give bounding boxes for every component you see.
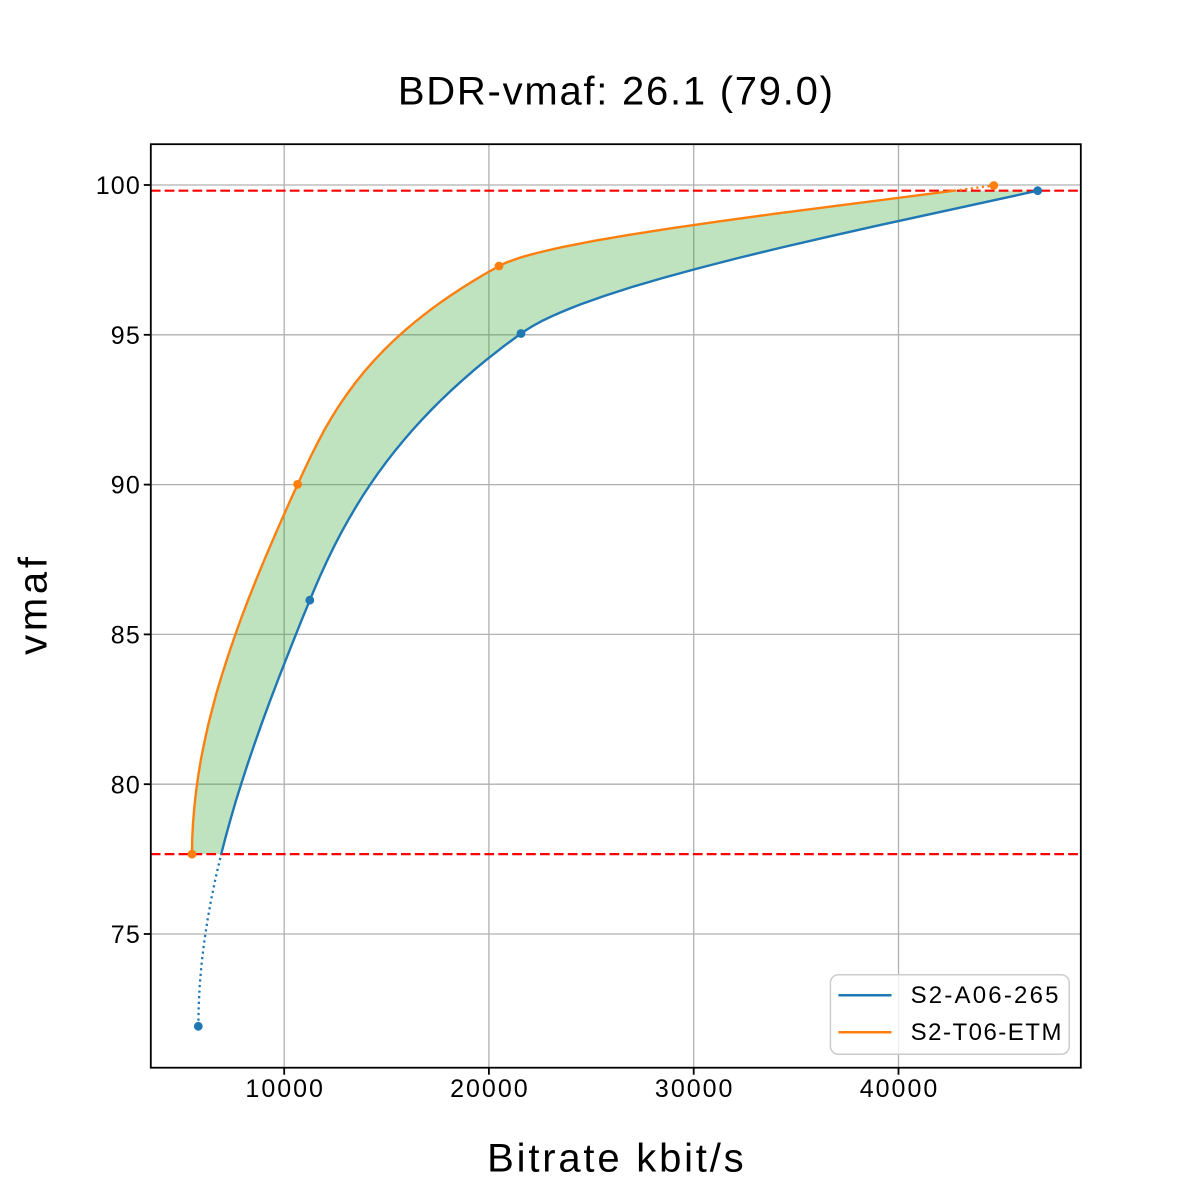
svg-text:80: 80 — [111, 771, 141, 799]
svg-text:Bitrate kbit/s: Bitrate kbit/s — [487, 1137, 746, 1181]
svg-text:20000: 20000 — [450, 1075, 530, 1103]
svg-text:90: 90 — [111, 472, 141, 500]
svg-text:S2-A06-265: S2-A06-265 — [911, 982, 1061, 1009]
svg-text:95: 95 — [111, 322, 141, 350]
svg-text:S2-T06-ETM: S2-T06-ETM — [911, 1019, 1063, 1046]
svg-text:vmaf: vmaf — [12, 553, 56, 654]
svg-text:75: 75 — [111, 921, 141, 949]
svg-text:40000: 40000 — [860, 1075, 940, 1103]
svg-text:BDR-vmaf: 26.1 (79.0): BDR-vmaf: 26.1 (79.0) — [398, 70, 835, 114]
svg-text:100: 100 — [96, 172, 141, 200]
svg-text:30000: 30000 — [655, 1075, 735, 1103]
svg-text:10000: 10000 — [245, 1075, 325, 1103]
svg-text:85: 85 — [111, 622, 141, 650]
